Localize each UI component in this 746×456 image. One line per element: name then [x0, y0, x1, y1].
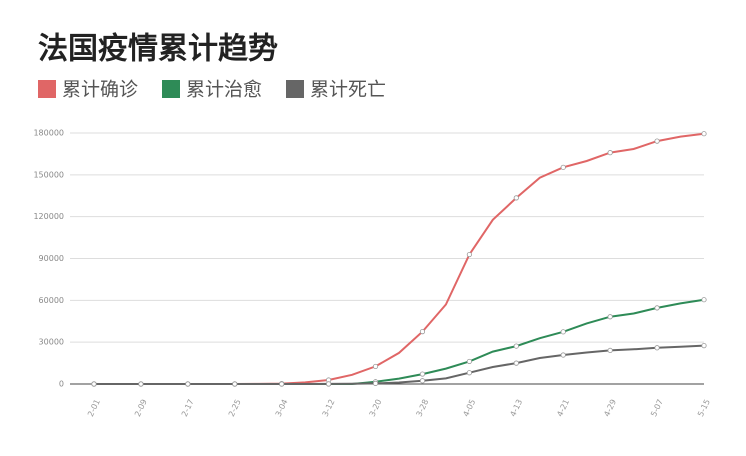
- point-marker: [326, 381, 332, 387]
- x-tick-label: 3-12: [321, 398, 337, 418]
- y-tick-label: 60000: [39, 296, 64, 305]
- point-marker: [654, 345, 660, 351]
- point-marker: [372, 363, 379, 370]
- legend-swatch: [286, 80, 304, 98]
- x-tick-label: 2-17: [180, 398, 196, 418]
- chart-title: 法国疫情累计趋势: [38, 32, 278, 67]
- legend: 累计确诊 累计治愈 累计死亡: [38, 79, 386, 101]
- point-marker: [654, 305, 660, 311]
- point-marker: [513, 343, 519, 349]
- point-marker: [419, 329, 426, 335]
- x-tick-label: 4-05: [461, 398, 477, 418]
- x-tick-label: 3-04: [274, 398, 290, 418]
- point-marker: [607, 150, 613, 156]
- x-tick-label: 5-15: [696, 398, 712, 418]
- x-tick-label: 4-21: [555, 398, 571, 418]
- y-tick-label: 150000: [33, 170, 64, 179]
- point-marker: [419, 378, 426, 384]
- point-marker: [279, 381, 285, 387]
- point-marker: [560, 352, 566, 358]
- point-marker: [607, 347, 613, 354]
- point-marker: [372, 380, 379, 386]
- x-tick-label: 4-29: [602, 398, 618, 418]
- point-marker: [232, 381, 238, 387]
- legend-label: 累计确诊: [62, 79, 138, 101]
- y-tick-label: 30000: [39, 338, 64, 347]
- x-tick-label: 5-07: [649, 398, 665, 418]
- y-tick-label: 180000: [33, 129, 64, 138]
- point-marker: [654, 138, 660, 144]
- point-marker: [138, 381, 144, 387]
- x-tick-label: 3-20: [368, 398, 384, 418]
- x-tick-label: 2-01: [86, 398, 102, 418]
- legend-label: 累计治愈: [186, 79, 262, 101]
- point-marker: [466, 251, 472, 258]
- point-marker: [513, 360, 519, 366]
- point-marker: [560, 329, 566, 335]
- point-marker: [185, 381, 191, 387]
- point-marker: [607, 314, 613, 320]
- x-tick-label: 3-28: [415, 398, 431, 418]
- x-tick-label: 2-25: [227, 398, 243, 418]
- point-marker: [466, 370, 472, 376]
- x-tick-label: 4-13: [508, 398, 524, 418]
- y-tick-label: 90000: [39, 254, 64, 263]
- point-marker: [513, 195, 519, 201]
- x-tick-label: 2-09: [133, 398, 149, 418]
- series-line: [94, 344, 705, 385]
- point-marker: [701, 131, 707, 137]
- point-marker: [91, 381, 97, 387]
- point-marker: [701, 297, 707, 303]
- legend-swatch: [162, 80, 180, 98]
- y-tick-label: 120000: [33, 212, 64, 221]
- point-marker: [419, 371, 426, 377]
- y-tick-label: 0: [59, 380, 64, 389]
- point-marker: [466, 358, 472, 365]
- legend-label: 累计死亡: [310, 79, 386, 101]
- legend-swatch: [38, 80, 56, 98]
- point-marker: [560, 164, 566, 170]
- point-marker: [701, 343, 707, 349]
